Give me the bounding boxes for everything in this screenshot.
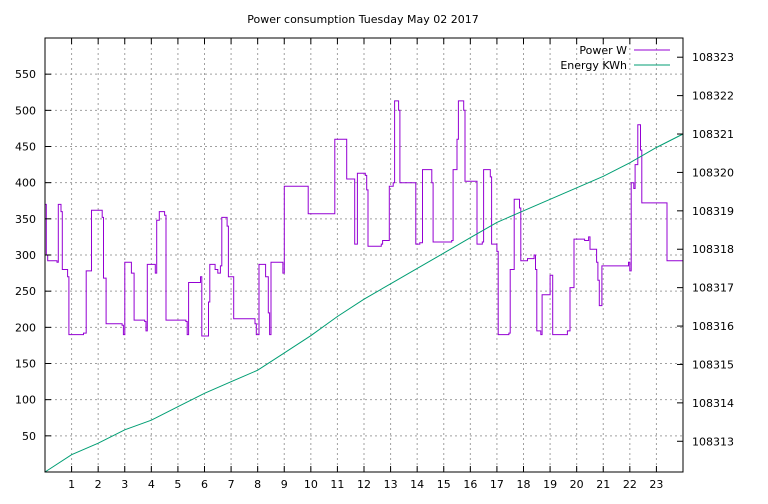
y-tick-label-right: 108316 xyxy=(692,320,734,333)
y-tick-label-left: 50 xyxy=(22,430,36,443)
x-tick-label: 3 xyxy=(121,478,128,491)
x-tick-label: 13 xyxy=(384,478,398,491)
x-tick-label: 8 xyxy=(254,478,261,491)
y-tick-label-left: 300 xyxy=(15,249,36,262)
y-tick-label-right: 108313 xyxy=(692,435,734,448)
x-tick-label: 9 xyxy=(281,478,288,491)
y-tick-label-left: 450 xyxy=(15,141,36,154)
y-tick-label-left: 250 xyxy=(15,285,36,298)
x-tick-label: 22 xyxy=(623,478,637,491)
y-tick-label-left: 400 xyxy=(15,177,36,190)
x-tick-label: 16 xyxy=(463,478,477,491)
x-tick-label: 5 xyxy=(174,478,181,491)
x-tick-label: 17 xyxy=(490,478,504,491)
legend-label: Power W xyxy=(579,44,627,57)
y-tick-label-left: 500 xyxy=(15,104,36,117)
x-tick-label: 4 xyxy=(148,478,155,491)
x-tick-label: 15 xyxy=(437,478,451,491)
legend-label: Energy KWh xyxy=(560,59,627,72)
y-tick-label-right: 108323 xyxy=(692,51,734,64)
y-tick-label-right: 108318 xyxy=(692,243,734,256)
x-tick-label: 7 xyxy=(228,478,235,491)
x-tick-label: 18 xyxy=(517,478,531,491)
x-tick-label: 6 xyxy=(201,478,208,491)
x-tick-label: 10 xyxy=(304,478,318,491)
x-tick-label: 12 xyxy=(357,478,371,491)
x-tick-label: 21 xyxy=(596,478,610,491)
x-tick-label: 11 xyxy=(330,478,344,491)
y-tick-label-left: 100 xyxy=(15,394,36,407)
y-tick-label-right: 108319 xyxy=(692,205,734,218)
y-tick-label-right: 108320 xyxy=(692,166,734,179)
y-tick-label-right: 108317 xyxy=(692,282,734,295)
series-line-0 xyxy=(45,100,683,337)
y-tick-label-right: 108315 xyxy=(692,358,734,371)
series-line-1 xyxy=(44,133,684,473)
x-tick-label: 2 xyxy=(95,478,102,491)
x-tick-label: 14 xyxy=(410,478,424,491)
x-tick-label: 20 xyxy=(570,478,584,491)
series-lines xyxy=(44,100,684,473)
y-tick-label-left: 200 xyxy=(15,321,36,334)
x-tick-label: 19 xyxy=(543,478,557,491)
y-tick-label-left: 350 xyxy=(15,213,36,226)
legend: Power W Energy KWh xyxy=(560,44,670,72)
y-tick-label-left: 550 xyxy=(15,68,36,81)
y-tick-label-right: 108314 xyxy=(692,397,734,410)
axes: 1 2 3 4 5 6 7 8 9 10 11 12 13 14 15 16 17 18 19 20 21 22 23501… xyxy=(15,38,734,491)
grid xyxy=(45,38,683,472)
x-tick-label: 23 xyxy=(649,478,663,491)
y-tick-label-left: 150 xyxy=(15,358,36,371)
y-tick-label-right: 108321 xyxy=(692,128,734,141)
chart-title: Power consumption Tuesday May 02 2017 xyxy=(247,13,478,26)
y-tick-label-right: 108322 xyxy=(692,90,734,103)
x-tick-label: 1 xyxy=(68,478,75,491)
